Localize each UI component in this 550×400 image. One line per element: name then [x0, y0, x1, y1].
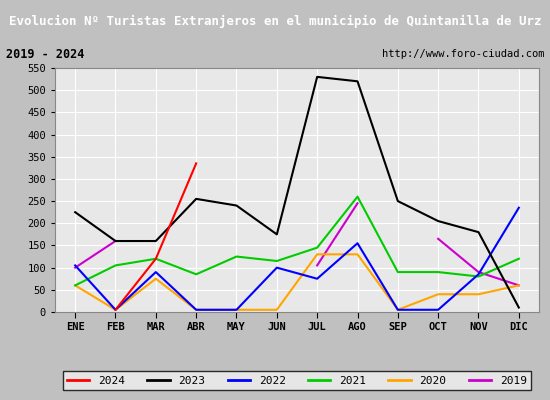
Text: 2019 - 2024: 2019 - 2024: [6, 48, 84, 60]
Text: Evolucion Nº Turistas Extranjeros en el municipio de Quintanilla de Urz: Evolucion Nº Turistas Extranjeros en el …: [9, 14, 541, 28]
Text: http://www.foro-ciudad.com: http://www.foro-ciudad.com: [382, 49, 544, 59]
Legend: 2024, 2023, 2022, 2021, 2020, 2019: 2024, 2023, 2022, 2021, 2020, 2019: [63, 371, 531, 390]
